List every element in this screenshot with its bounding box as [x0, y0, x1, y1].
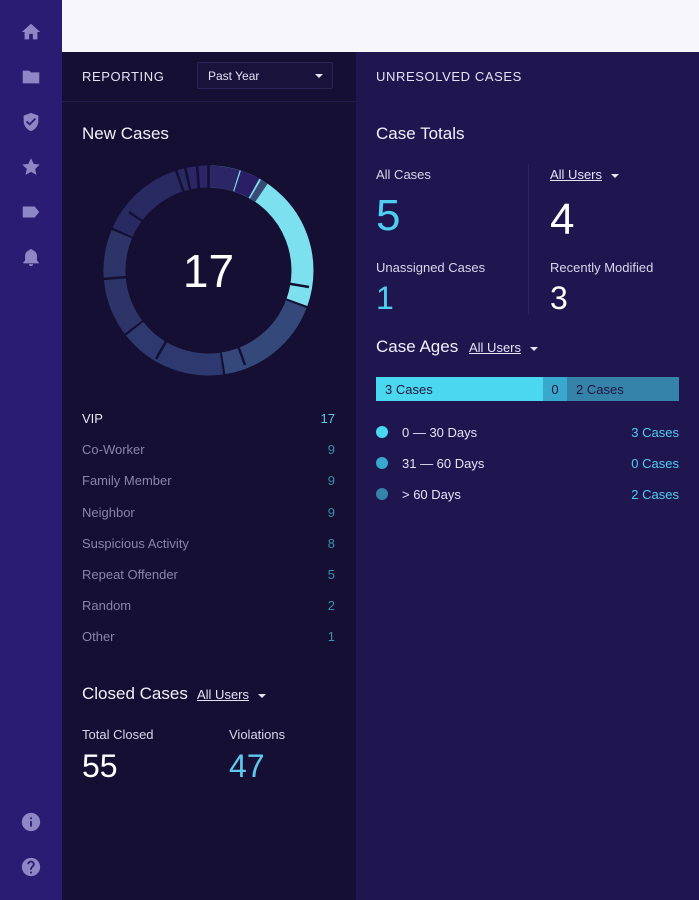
category-count: 9 — [327, 504, 335, 520]
unassigned-cases-label: Unassigned Cases — [376, 260, 486, 275]
chevron-down-icon — [315, 74, 323, 78]
donut-segment-family — [103, 165, 314, 376]
user-filter-label: All Users — [197, 687, 250, 702]
category-label: VIP — [82, 411, 103, 427]
category-list: VIP 17 Co-Worker 9 Family Member 9 Neigh… — [82, 403, 335, 653]
category-count: 9 — [327, 473, 335, 489]
violations-value: 47 — [229, 748, 265, 784]
age-range-label: 31 — 60 Days — [402, 455, 485, 471]
age-legend-row-60-plus: > 60 Days 2 Cases — [376, 484, 679, 504]
list-item-random[interactable]: Random 2 — [82, 590, 335, 621]
new-cases-total: 17 — [182, 244, 235, 297]
list-item-family-member[interactable]: Family Member 9 — [82, 465, 335, 496]
period-select-value: Past Year — [208, 68, 260, 83]
list-item-vip[interactable]: VIP 17 — [82, 403, 335, 434]
reporting-header: REPORTING — [82, 69, 165, 84]
case-totals-title: Case Totals — [376, 124, 465, 143]
bell-icon[interactable] — [18, 244, 44, 270]
category-count: 5 — [327, 567, 335, 583]
unresolved-cases-header: UNRESOLVED CASES — [376, 69, 522, 84]
list-item-other[interactable]: Other 1 — [82, 621, 335, 652]
unresolved-cases-panel: UNRESOLVED CASES Case Totals All Cases 5… — [356, 52, 699, 900]
user-cases-value: 4 — [550, 195, 575, 244]
category-label: Other — [82, 629, 115, 645]
category-count: 17 — [320, 411, 335, 427]
new-cases-title: New Cases — [82, 124, 169, 143]
home-icon[interactable] — [18, 19, 44, 45]
case-ages-bar: 3 Cases 0 2 Cases — [376, 377, 679, 401]
folder-icon[interactable] — [18, 64, 44, 90]
closed-cases-user-filter[interactable]: All Users — [197, 687, 267, 702]
legend-dot — [376, 457, 388, 469]
category-count: 2 — [327, 598, 335, 614]
period-select[interactable]: Past Year — [197, 62, 333, 89]
donut-segment-other — [103, 165, 314, 376]
category-count: 8 — [327, 535, 335, 551]
age-range-count: 2 Cases — [631, 486, 679, 502]
donut-segment-repeat — [103, 165, 314, 376]
age-legend-row-0-30: 0 — 30 Days 3 Cases — [376, 422, 679, 442]
list-item-neighbor[interactable]: Neighbor 9 — [82, 497, 335, 528]
info-icon[interactable] — [18, 809, 44, 835]
case-ages-user-filter[interactable]: All Users — [469, 340, 539, 355]
category-label: Random — [82, 598, 132, 614]
category-label: Repeat Offender — [82, 567, 178, 583]
chevron-down-icon — [611, 173, 620, 178]
age-legend-row-31-60: 31 — 60 Days 0 Cases — [376, 453, 679, 473]
header-divider — [62, 101, 356, 102]
age-range-label: > 60 Days — [402, 486, 461, 502]
chevron-down-icon — [258, 693, 267, 698]
user-filter-label: All Users — [469, 340, 522, 355]
donut-segment-suspicious — [103, 165, 314, 376]
recently-modified-value: 3 — [550, 280, 568, 316]
case-ages-title: Case Ages — [376, 337, 459, 356]
donut-segment-random — [103, 165, 314, 376]
new-cases-donut: 17 — [102, 164, 315, 377]
age-range-count: 3 Cases — [631, 424, 679, 440]
help-icon[interactable] — [18, 854, 44, 880]
all-cases-value: 5 — [376, 191, 401, 240]
category-label: Family Member — [82, 473, 172, 489]
age-range-count: 0 Cases — [631, 455, 679, 471]
unassigned-cases-value: 1 — [376, 280, 394, 316]
star-icon[interactable] — [18, 154, 44, 180]
top-bar — [62, 0, 699, 52]
category-label: Neighbor — [82, 504, 135, 520]
age-bar-segment-0-30: 3 Cases — [376, 377, 543, 401]
total-closed-value: 55 — [82, 748, 118, 784]
user-filter-label: All Users — [550, 167, 603, 182]
category-count: 9 — [327, 442, 335, 458]
chevron-down-icon — [530, 346, 539, 351]
case-totals-user-filter[interactable]: All Users — [550, 167, 620, 182]
list-item-coworker[interactable]: Co-Worker 9 — [82, 434, 335, 465]
list-item-repeat-offender[interactable]: Repeat Offender 5 — [82, 559, 335, 590]
sidebar — [0, 0, 62, 900]
reporting-panel: REPORTING Past Year New Cases — [62, 52, 356, 900]
total-closed-label: Total Closed — [82, 727, 154, 742]
legend-dot — [376, 426, 388, 438]
age-range-label: 0 — 30 Days — [402, 424, 478, 440]
age-bar-segment-60-plus: 2 Cases — [567, 377, 679, 401]
tag-icon[interactable] — [18, 199, 44, 225]
closed-cases-title: Closed Cases — [82, 684, 188, 703]
totals-divider — [528, 164, 529, 314]
category-label: Suspicious Activity — [82, 535, 189, 551]
donut-segment-coworker — [103, 165, 314, 376]
legend-dot — [376, 488, 388, 500]
age-bar-segment-31-60: 0 — [543, 377, 567, 401]
shield-icon[interactable] — [18, 109, 44, 135]
all-cases-label: All Cases — [376, 167, 431, 182]
category-label: Co-Worker — [82, 442, 145, 458]
violations-label: Violations — [229, 727, 286, 742]
recently-modified-label: Recently Modified — [550, 260, 654, 275]
category-count: 1 — [327, 629, 335, 645]
list-item-suspicious-activity[interactable]: Suspicious Activity 8 — [82, 528, 335, 559]
